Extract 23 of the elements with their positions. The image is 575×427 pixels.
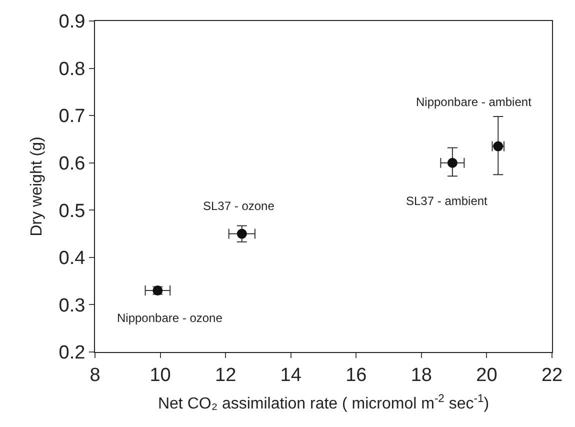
x-tick-label: 16 [346, 364, 367, 386]
x-axis-title: Net CO₂ assimilation rate ( micromol m$^{-2}$ sec$^{-1}$) [158, 392, 490, 412]
y-tick-label: 0.5 [58, 200, 86, 222]
x-tick-label: 18 [410, 364, 432, 386]
y-tick-label: 0.8 [58, 58, 86, 80]
x-tick-label: 22 [541, 364, 563, 386]
x-tick-label: 20 [476, 364, 498, 386]
y-tick-label: 0.2 [58, 342, 86, 364]
y-axis-title: Dry weight (g) [28, 136, 46, 236]
annotation: SL37 - ozone [203, 199, 275, 213]
annotation: Nipponbare - ozone [117, 311, 223, 325]
y-tick-label: 0.6 [58, 154, 86, 175]
y-tick-label: 0.3 [58, 295, 86, 316]
y-tick-label: 0.7 [58, 106, 86, 128]
x-tick-label: 14 [280, 364, 302, 386]
annotation: Nipponbare - ambient [416, 95, 532, 109]
x-tick-label: 8 [90, 364, 100, 386]
x-tick-label: 12 [215, 364, 236, 386]
point [447, 158, 458, 168]
x-tick-label: 10 [150, 364, 171, 386]
annotation: SL37 - ambient [406, 194, 488, 208]
y-tick-label: 0.4 [58, 248, 86, 270]
y-tick-label: 0.9 [58, 12, 86, 33]
